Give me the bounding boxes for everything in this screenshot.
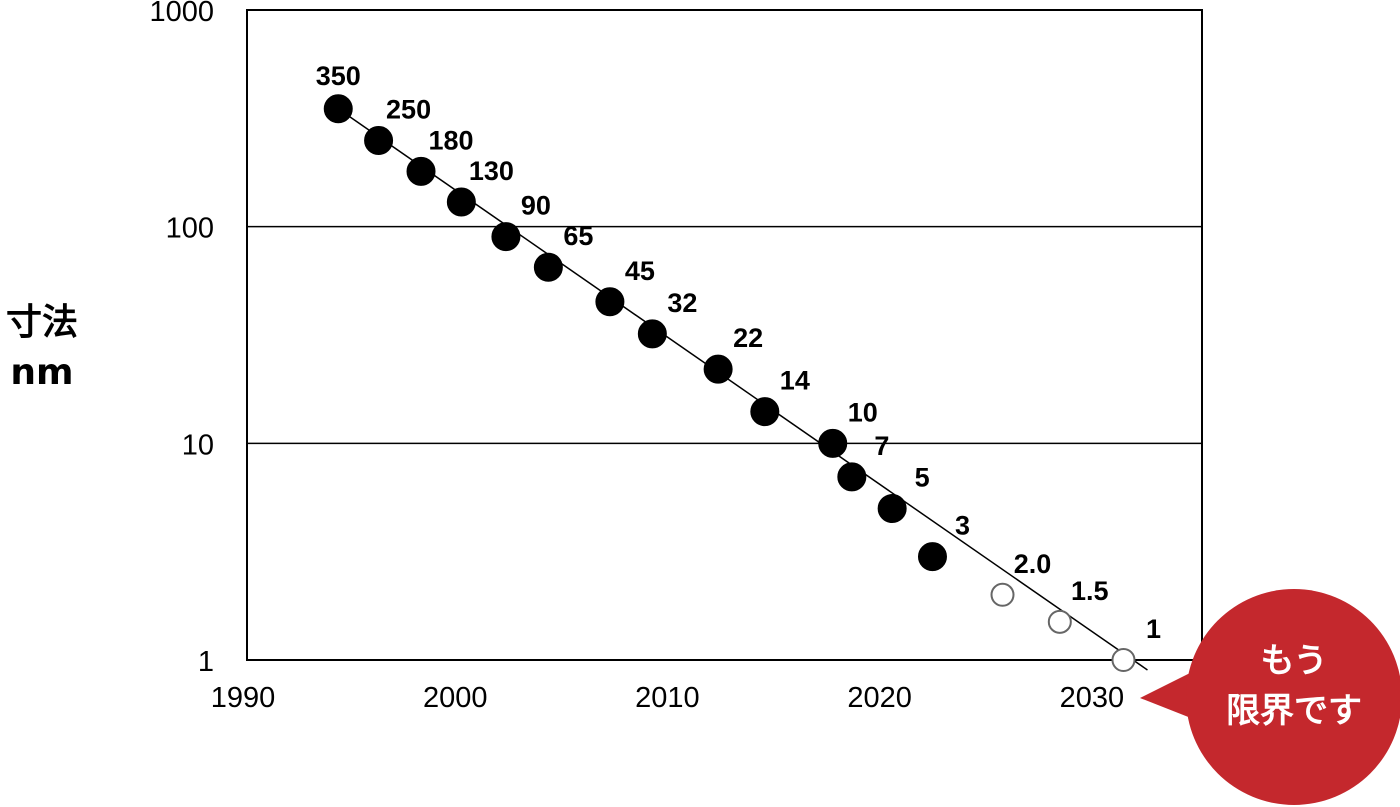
x-tick-label: 2030 <box>1060 682 1125 714</box>
data-point <box>917 542 947 572</box>
x-tick-labels: 1990 2000 2010 2020 2030 <box>211 682 1124 714</box>
data-label: 7 <box>874 431 889 461</box>
data-label: 1 <box>1146 614 1161 644</box>
y-tick-label: 1000 <box>149 0 214 28</box>
data-label: 180 <box>428 125 473 155</box>
callout-pointer <box>1140 672 1196 720</box>
data-label: 90 <box>521 191 551 221</box>
x-tick-label: 1990 <box>211 682 276 714</box>
y-tick-label: 100 <box>166 213 214 245</box>
data-label: 45 <box>625 256 655 286</box>
y-axis-label-line2: nm <box>10 352 74 393</box>
data-point <box>837 462 867 492</box>
data-point <box>637 319 667 349</box>
grid-lines <box>247 225 1202 445</box>
data-label: 22 <box>733 323 763 353</box>
projected-data-point <box>1047 609 1072 634</box>
data-points <box>323 94 1136 672</box>
y-axis-label-line1: 寸法 <box>5 302 78 343</box>
y-tick-label: 1 <box>198 646 214 678</box>
data-point <box>323 94 353 124</box>
data-label: 2.0 <box>1014 549 1052 579</box>
y-tick-label: 10 <box>182 429 214 461</box>
data-label: 250 <box>386 94 431 124</box>
callout-bubble <box>1140 589 1400 805</box>
projected-data-point <box>990 582 1015 607</box>
data-point <box>406 156 436 186</box>
projected-data-point <box>1111 648 1136 672</box>
data-point <box>364 125 394 155</box>
x-tick-label: 2000 <box>423 682 488 714</box>
data-point <box>533 252 563 282</box>
data-point <box>446 187 476 217</box>
data-point <box>750 397 780 427</box>
data-label: 10 <box>848 397 878 427</box>
data-point <box>491 222 521 252</box>
callout-text: もう 限界です <box>1188 636 1400 736</box>
x-tick-label: 2020 <box>847 682 912 714</box>
data-point <box>877 494 907 524</box>
y-tick-labels: 1 10 100 1000 <box>149 0 214 678</box>
data-label: 5 <box>915 463 930 493</box>
callout-line1: もう <box>1260 641 1328 681</box>
callout-circle <box>1186 589 1400 805</box>
data-point <box>595 287 625 317</box>
data-label: 14 <box>780 366 810 396</box>
data-point <box>818 428 848 458</box>
x-tick-label: 2010 <box>635 682 700 714</box>
data-label: 65 <box>563 221 593 251</box>
data-label: 32 <box>667 288 697 318</box>
data-label: 350 <box>316 61 361 91</box>
y-axis-label: 寸法 nm <box>0 298 84 398</box>
data-point <box>703 354 733 384</box>
plot-frame <box>246 9 1203 661</box>
data-label: 1.5 <box>1071 576 1109 606</box>
callout-line2: 限界です <box>1226 691 1362 731</box>
data-label: 3 <box>955 511 970 541</box>
data-label: 130 <box>469 156 514 186</box>
